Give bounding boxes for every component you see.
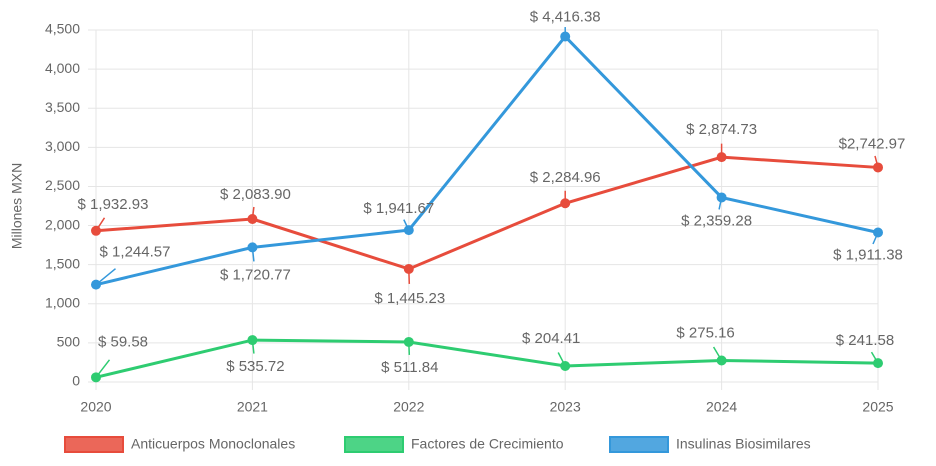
data-label: $ 241.58 [836, 332, 894, 349]
y-tick-label: 1,000 [45, 294, 80, 310]
data-label: $ 59.58 [98, 333, 148, 350]
data-label: $ 1,941.67 [363, 200, 434, 217]
legend-swatch [609, 436, 669, 453]
x-tick-label: 2022 [393, 399, 424, 415]
y-tick-label: 1,500 [45, 255, 80, 271]
y-tick-label: 0 [72, 373, 80, 389]
point [716, 355, 727, 366]
point [403, 225, 414, 236]
point [403, 336, 414, 347]
data-label: $ 1,445.23 [374, 290, 445, 307]
data-label: $ 1,244.57 [100, 244, 171, 261]
legend-label: Anticuerpos Monoclonales [131, 436, 295, 452]
legend-label: Insulinas Biosimilares [676, 436, 811, 452]
legend-label: Factores de Crecimiento [411, 436, 564, 452]
point [716, 152, 727, 163]
data-label: $ 2,083.90 [220, 186, 291, 203]
point [560, 198, 571, 209]
data-label: $ 2,359.28 [681, 212, 752, 229]
point [873, 162, 883, 173]
data-label: $ 2,284.96 [530, 169, 601, 186]
data-label: $ 275.16 [676, 324, 734, 341]
point [716, 192, 727, 203]
data-label: $ 1,911.38 [833, 246, 903, 263]
line [95, 155, 879, 271]
data-label: $ 1,932.93 [78, 196, 149, 213]
y-tick-label: 3,500 [45, 99, 80, 115]
legend-swatch [64, 436, 124, 453]
point [560, 31, 571, 42]
data-label: $ 4,416.38 [530, 9, 601, 26]
point [247, 213, 258, 224]
legend-swatch [344, 436, 404, 453]
data-label: $ 2,874.73 [686, 121, 757, 138]
data-label: $ 204.41 [522, 330, 580, 347]
point [873, 227, 883, 238]
y-tick-label: 2,500 [45, 177, 80, 193]
data-label: $ 1,720.77 [220, 266, 291, 283]
data-label: $2,742.97 [839, 135, 906, 152]
y-tick-label: 4,000 [45, 60, 80, 76]
data-label: $ 535.72 [226, 358, 284, 375]
y-axis-label: Millones MXN [9, 163, 25, 249]
x-tick-label: 2020 [80, 399, 111, 415]
point [403, 263, 414, 274]
x-tick-label: 2025 [862, 399, 893, 415]
point [247, 242, 258, 253]
point [91, 225, 101, 236]
y-tick-label: 500 [57, 334, 81, 350]
y-tick-label: 3,000 [45, 138, 80, 154]
x-tick-label: 2024 [706, 399, 737, 415]
point [560, 361, 571, 372]
line [95, 338, 879, 379]
x-tick-label: 2023 [550, 399, 581, 415]
point [91, 279, 101, 290]
y-tick-label: 2,000 [45, 216, 80, 232]
data-label: $ 511.84 [381, 359, 438, 376]
point [91, 372, 101, 383]
line [95, 34, 879, 287]
point [247, 335, 258, 346]
y-tick-label: 4,500 [45, 21, 80, 37]
point [873, 358, 883, 369]
x-tick-label: 2021 [237, 399, 268, 415]
